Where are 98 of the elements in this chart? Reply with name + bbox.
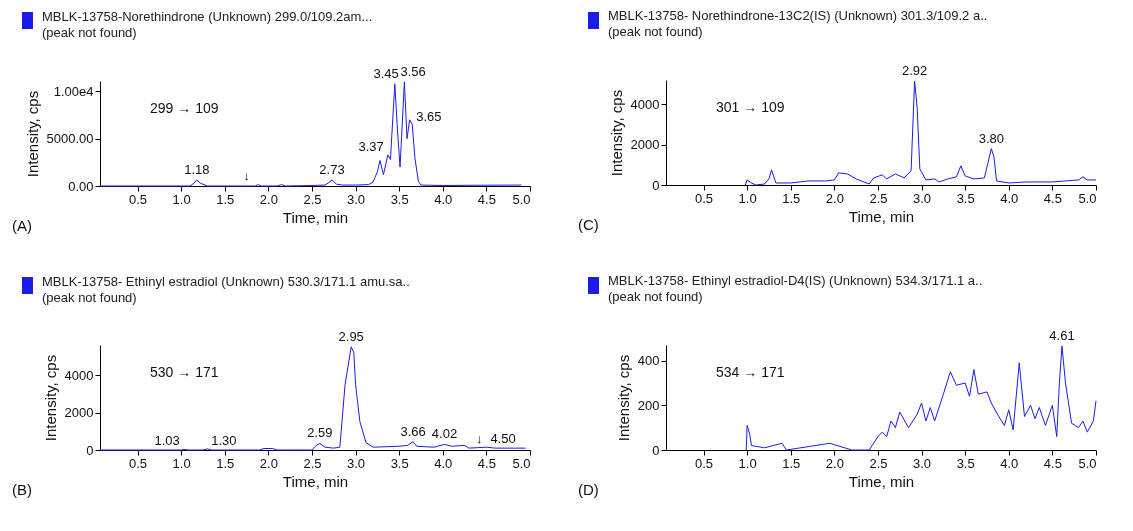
annotation: 1.18 [184,161,210,177]
x-tick-label: 2.0 [825,190,844,206]
x-tick-label: 3.0 [913,190,932,206]
y-tick-label: 4000 [630,96,660,112]
chart-subtitle: (peak not found) [608,289,703,305]
y-axis-title: Intensity, cps [41,354,59,442]
x-tick-label: 1.5 [216,455,235,471]
x-tick-label: 0.5 [128,191,148,207]
y-tick-label: 2000 [630,137,660,153]
annotation: 4.61 [1049,328,1075,344]
annotation: 2.73 [319,161,345,177]
x-tick-label: 5.0 [512,191,531,207]
y-tick-label: 4000 [64,367,94,383]
x-tick-label: 1.0 [738,190,757,206]
x-tick-label: 5.0 [1078,190,1097,206]
x-tick-label: 3.5 [390,455,409,471]
line-series [99,346,527,451]
text: (B) [12,481,32,498]
x-tick-label: 1.5 [782,455,801,471]
x-tick-label: 5.0 [512,455,531,471]
text: (D) [578,481,599,498]
annotation: ↓ [475,431,483,447]
y-tick-label: 200 [637,397,660,413]
line-series [744,80,1097,186]
chart-title: MBLK-13758-Norethindrone (Unknown) 299.0/109.2am... [42,8,373,24]
y-axis-title: Intensity, cps [607,89,625,177]
annotation: 2.92 [901,63,928,79]
annotation: 1.30 [211,432,237,448]
chart-title: MBLK-13758- Ethinyl estradiol (Unknown) 530.3/171.1 amu.sa.. [42,273,410,289]
x-axis-title: Time, min [282,208,349,226]
chart-subtitle: (peak not found) [42,289,137,305]
chart-title: MBLK-13758- Norethindrone-13C2(IS) (Unknown) 301.3/109.2 a.. [608,8,988,24]
annotation: 3.37 [358,138,384,154]
x-tick-label: 4.5 [477,455,496,471]
x-tick-label: 3.5 [956,190,975,206]
line-series [745,345,1097,451]
x-axis-title: Time, min [848,472,915,490]
chart-subtitle: (peak not found) [608,24,703,40]
y-tick-label: 1.00e4 [53,83,94,99]
annotation: 530 → 171 [150,364,219,380]
y-tick-label: 0.00 [68,178,94,194]
annotation: 1.03 [154,433,180,449]
chart-subtitle: (peak not found) [42,24,137,40]
x-tick-label: 2.5 [869,455,888,471]
y-tick-label: 0 [652,442,660,458]
x-tick-label: 0.5 [128,455,148,471]
x-tick-label: 4.5 [1043,455,1062,471]
annotation: 3.80 [978,130,1004,146]
chart-title: MBLK-13758- Ethinyl estradiol-D4(IS) (Unknown) 534.3/171.1 a.. [608,273,983,289]
annotation: ↓ [243,168,250,183]
line-series [99,81,522,187]
annotation: 299 → 109 [150,100,219,116]
text: (A) [12,217,32,234]
x-tick-label: 4.5 [477,191,496,207]
y-tick-label: 0 [86,442,94,458]
x-axis-title: Time, min [282,472,349,490]
x-tick-label: 1.0 [172,455,191,471]
y-tick-label: 400 [637,353,660,369]
x-tick-label: 2.0 [825,455,844,471]
x-tick-label: 5.0 [1078,455,1097,471]
text: (C) [578,216,599,233]
x-tick-label: 2.0 [259,455,278,471]
x-tick-label: 3.5 [956,455,975,471]
annotation: 3.45 [373,65,399,81]
x-tick-label: 4.5 [1043,190,1062,206]
x-tick-label: 0.5 [694,190,714,206]
x-tick-label: 2.5 [303,455,322,471]
x-tick-label: 3.0 [913,455,932,471]
y-axis-title: Intensity, cps [23,90,41,178]
x-tick-label: 3.0 [347,191,366,207]
x-tick-label: 2.0 [259,191,278,207]
y-tick-label: 0 [652,177,660,193]
x-tick-label: 2.5 [869,190,888,206]
y-tick-label: 5000.00 [46,131,94,147]
x-tick-label: 3.5 [390,191,409,207]
annotation: 4.02 [431,426,458,442]
x-tick-label: 3.0 [347,455,366,471]
annotation: 3.66 [400,423,426,439]
annotation: 534 → 171 [716,364,785,380]
x-tick-label: 1.5 [216,191,235,207]
x-tick-label: 4.0 [434,191,453,207]
x-tick-label: 0.5 [694,455,714,471]
x-tick-label: 1.5 [782,190,801,206]
x-axis-title: Time, min [848,207,915,225]
annotation: 2.95 [338,328,364,344]
x-tick-label: 4.0 [1000,190,1019,206]
annotation: 2.59 [307,425,333,441]
annotation: 3.56 [400,63,426,79]
y-axis-title: Intensity, cps [614,354,632,442]
y-tick-label: 2000 [64,405,94,420]
x-tick-label: 4.0 [1000,455,1019,471]
x-tick-label: 1.0 [738,455,757,471]
annotation: 4.50 [490,431,516,447]
annotation: 301 → 109 [716,99,785,115]
x-tick-label: 4.0 [434,455,453,471]
x-tick-label: 1.0 [172,191,191,207]
x-tick-label: 2.5 [303,191,322,207]
annotation: 3.65 [416,108,442,124]
